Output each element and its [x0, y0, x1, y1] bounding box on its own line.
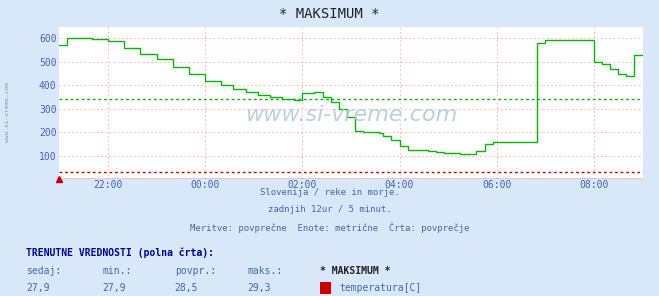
Text: povpr.:: povpr.:: [175, 266, 215, 276]
Text: maks.:: maks.:: [247, 266, 282, 276]
Text: sedaj:: sedaj:: [26, 266, 61, 276]
Text: * MAKSIMUM *: * MAKSIMUM *: [320, 266, 390, 276]
Text: temperatura[C]: temperatura[C]: [339, 283, 422, 293]
Text: 27,9: 27,9: [26, 283, 50, 293]
Text: 27,9: 27,9: [102, 283, 126, 293]
Text: * MAKSIMUM *: * MAKSIMUM *: [279, 7, 380, 21]
Text: www.si-vreme.com: www.si-vreme.com: [244, 105, 457, 125]
Text: TRENUTNE VREDNOSTI (polna črta):: TRENUTNE VREDNOSTI (polna črta):: [26, 247, 214, 258]
Text: 29,3: 29,3: [247, 283, 271, 293]
Text: zadnjih 12ur / 5 minut.: zadnjih 12ur / 5 minut.: [268, 205, 391, 214]
Text: www.si-vreme.com: www.si-vreme.com: [5, 83, 11, 142]
Text: Slovenija / reke in morje.: Slovenija / reke in morje.: [260, 188, 399, 197]
Text: 28,5: 28,5: [175, 283, 198, 293]
Text: Meritve: povprečne  Enote: metrične  Črta: povprečje: Meritve: povprečne Enote: metrične Črta:…: [190, 222, 469, 233]
Text: min.:: min.:: [102, 266, 132, 276]
